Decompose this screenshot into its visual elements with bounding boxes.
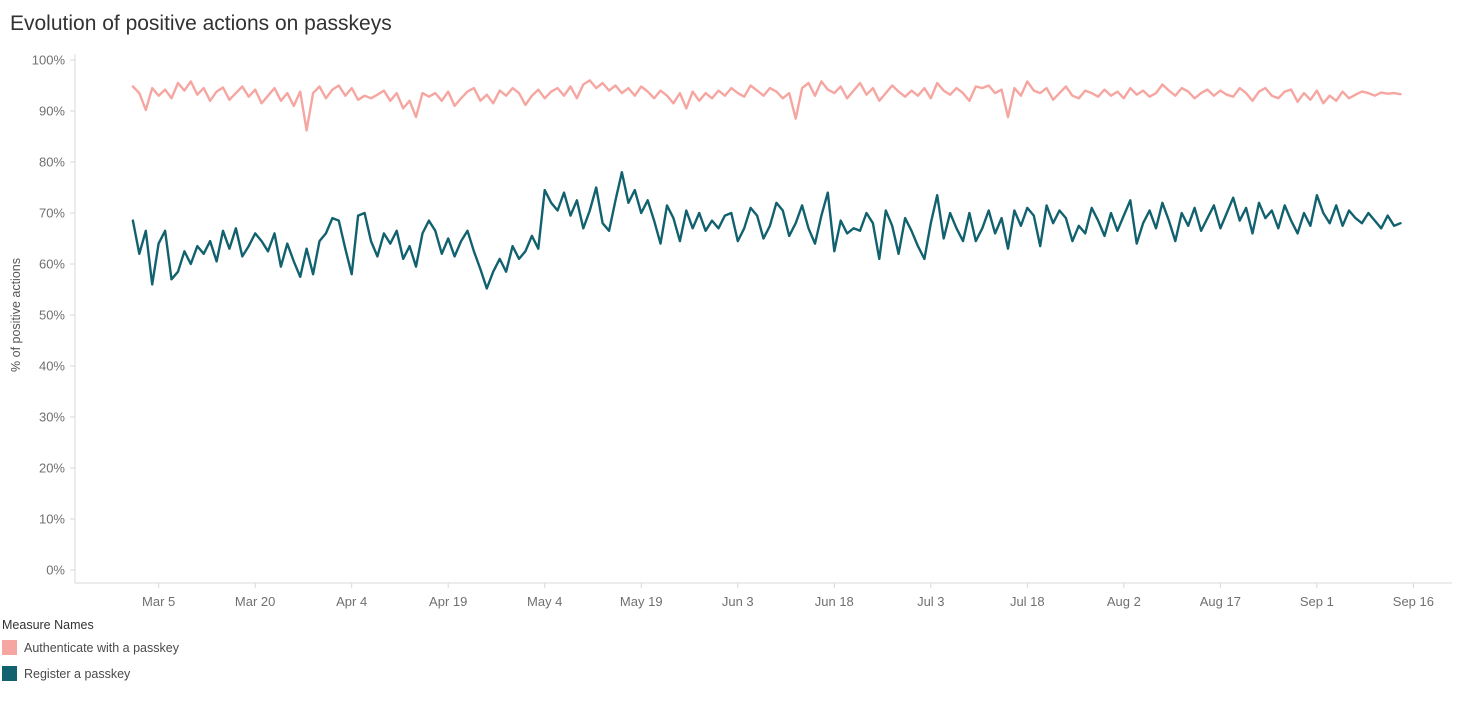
y-tick-label: 60%: [39, 257, 65, 272]
legend: Measure Names Authenticate with a passke…: [0, 614, 1482, 681]
y-tick-label: 30%: [39, 410, 65, 425]
y-tick-label: 70%: [39, 206, 65, 221]
legend-item-register[interactable]: Register a passkey: [2, 666, 1482, 681]
legend-item-authenticate[interactable]: Authenticate with a passkey: [2, 640, 1482, 655]
x-tick-label: Mar 5: [142, 594, 175, 609]
y-axis-title: % of positive actions: [9, 258, 23, 372]
y-tick-label: 90%: [39, 104, 65, 119]
x-tick-label: Jun 3: [722, 594, 754, 609]
x-tick-label: Apr 19: [429, 594, 467, 609]
x-tick-label: May 4: [527, 594, 562, 609]
y-tick-label: 100%: [32, 53, 66, 68]
series-line-authenticate-with-a-passkey[interactable]: [131, 79, 1402, 132]
chart-area: % of positive actions 0% 10% 20% 30% 40% 50% 6…: [0, 48, 1482, 614]
legend-label-register: Register a passkey: [24, 666, 131, 681]
x-tick-label: Sep 1: [1300, 594, 1334, 609]
legend-title: Measure Names: [2, 618, 94, 632]
line-chart-canvas: 0% 10% 20% 30% 40% 50% 60% 70% 80% 90% 100% Mar 5 Ma…: [32, 53, 1452, 609]
y-tick-label: 10%: [39, 512, 65, 527]
x-tick-label: Sep 16: [1393, 594, 1434, 609]
y-tick-label: 50%: [39, 308, 65, 323]
legend-swatch-authenticate-icon: [2, 640, 17, 655]
x-tick-label: Jul 18: [1010, 594, 1045, 609]
legend-label-authenticate: Authenticate with a passkey: [24, 640, 179, 655]
x-tick-label: Aug 17: [1200, 594, 1241, 609]
legend-swatch-register-icon: [2, 666, 17, 681]
x-tick-label: Mar 20: [235, 594, 275, 609]
x-tick-label: Jun 18: [815, 594, 854, 609]
y-tick-label: 40%: [39, 359, 65, 374]
x-tick-label: Aug 2: [1107, 594, 1141, 609]
series-line-register-a-passkey[interactable]: [131, 170, 1402, 290]
y-tick-label: 0%: [46, 563, 65, 578]
x-tick-label: Apr 4: [336, 594, 367, 609]
x-tick-label: May 19: [620, 594, 663, 609]
x-tick-label: Jul 3: [917, 594, 944, 609]
y-tick-label: 80%: [39, 155, 65, 170]
chart-title: Evolution of positive actions on passkey…: [10, 12, 392, 35]
y-tick-label: 20%: [39, 461, 65, 476]
